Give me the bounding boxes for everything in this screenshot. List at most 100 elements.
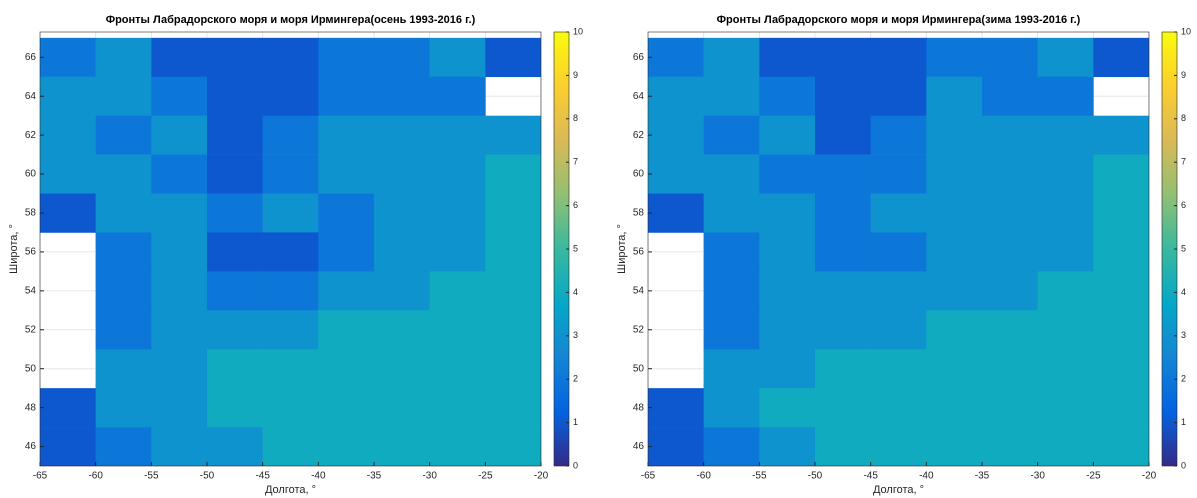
heat-cell — [95, 76, 152, 116]
heat-cell — [374, 154, 430, 194]
heat-cell — [151, 154, 208, 194]
cells — [40, 32, 541, 466]
heat-cell — [648, 388, 704, 428]
heat-cell — [95, 349, 152, 389]
y-tick-label: 62 — [25, 130, 37, 141]
heat-cell — [485, 427, 541, 466]
colorbar-tick-label: 7 — [573, 157, 578, 167]
heat-cell — [1093, 232, 1149, 272]
heat-cell — [40, 193, 96, 233]
x-tick-label: -40 — [311, 471, 326, 482]
heat-cell — [40, 37, 96, 78]
heat-cell — [429, 154, 486, 194]
heat-cell — [485, 154, 541, 194]
heat-cell — [318, 232, 375, 272]
heat-cell — [815, 427, 871, 466]
heat-cell — [926, 115, 983, 155]
heat-cell — [1093, 115, 1149, 155]
heat-cell — [95, 37, 152, 78]
colorbar-tick-label: 3 — [573, 330, 578, 340]
heat-cell — [815, 115, 871, 155]
y-tick-label: 46 — [25, 441, 37, 452]
heat-cell — [1093, 388, 1149, 428]
x-tick-label: -45 — [255, 471, 270, 482]
heat-cell — [926, 271, 983, 311]
heat-cell — [926, 427, 983, 466]
heat-cell — [429, 310, 486, 350]
heat-cell — [262, 349, 319, 389]
heat-cell — [759, 388, 816, 428]
y-tick-label: 66 — [633, 52, 645, 63]
heat-cell — [429, 427, 486, 466]
x-tick-label: -60 — [696, 471, 711, 482]
colorbar-tick-label: 4 — [1181, 287, 1186, 297]
colorbar-tick-label: 6 — [573, 200, 578, 210]
y-tick-label: 48 — [25, 402, 37, 413]
colorbar-tick-label: 1 — [1181, 417, 1186, 427]
x-tick-label: -55 — [752, 471, 767, 482]
heat-cell — [1093, 271, 1149, 311]
heat-cell — [207, 271, 263, 311]
y-tick-label: 64 — [25, 91, 37, 102]
heat-cell — [262, 76, 319, 116]
heat-cell — [870, 76, 927, 116]
heat-cell — [40, 388, 96, 428]
chart-title: Фронты Лабрадорского моря и моря Ирминге… — [717, 14, 1081, 26]
heat-cell — [815, 349, 871, 389]
y-axis-label: Широта, ° — [616, 224, 628, 274]
heat-cell — [207, 232, 263, 272]
heat-cell — [870, 310, 927, 350]
heat-cell — [207, 76, 263, 116]
y-tick-label: 54 — [633, 285, 645, 296]
heat-cell — [429, 349, 486, 389]
colorbar-tick-label: 5 — [573, 243, 578, 253]
heat-cell — [982, 232, 1038, 272]
heat-cell — [374, 37, 430, 78]
heat-cell — [95, 310, 152, 350]
heat-cell — [151, 349, 208, 389]
heat-cell — [759, 76, 816, 116]
heat-cell — [648, 115, 704, 155]
colorbar-tick-label: 3 — [1181, 330, 1186, 340]
heat-cell — [429, 115, 486, 155]
heat-cell — [318, 310, 375, 350]
heat-cell — [374, 427, 430, 466]
heat-cell — [1037, 271, 1094, 311]
heat-cell — [1093, 427, 1149, 466]
x-axis-label: Долгота, ° — [873, 484, 924, 496]
heat-cell — [1037, 388, 1094, 428]
x-tick-label: -20 — [1142, 471, 1157, 482]
x-tick-label: -25 — [1086, 471, 1101, 482]
heat-cell — [429, 76, 486, 116]
heat-cell — [1093, 349, 1149, 389]
colorbar-tick-label: 4 — [573, 287, 578, 297]
heat-cell — [262, 427, 319, 466]
heat-cell — [703, 193, 760, 233]
heat-cell — [1037, 310, 1094, 350]
heat-cell — [318, 115, 375, 155]
heat-cell — [429, 232, 486, 272]
heat-cell — [703, 349, 760, 389]
colorbar-tick-label: 2 — [1181, 374, 1186, 384]
heat-cell — [95, 115, 152, 155]
heat-cell — [485, 232, 541, 272]
heat-cell — [40, 154, 96, 194]
heat-cell — [1093, 37, 1149, 78]
heat-cell — [982, 37, 1038, 78]
heat-cell — [429, 388, 486, 428]
heat-cell — [703, 76, 760, 116]
heat-cell — [815, 37, 871, 78]
heat-cell — [374, 115, 430, 155]
heat-cell — [982, 154, 1038, 194]
heat-cell — [318, 154, 375, 194]
heat-cell — [1037, 154, 1094, 194]
heat-cell — [151, 271, 208, 311]
heat-cell — [262, 388, 319, 428]
heat-cell — [1037, 37, 1094, 78]
heat-cell — [870, 37, 927, 78]
heat-cell — [374, 349, 430, 389]
x-tick-label: -65 — [641, 471, 656, 482]
y-tick-label: 54 — [25, 285, 37, 296]
heat-cell — [207, 388, 263, 428]
y-tick-label: 64 — [633, 91, 645, 102]
